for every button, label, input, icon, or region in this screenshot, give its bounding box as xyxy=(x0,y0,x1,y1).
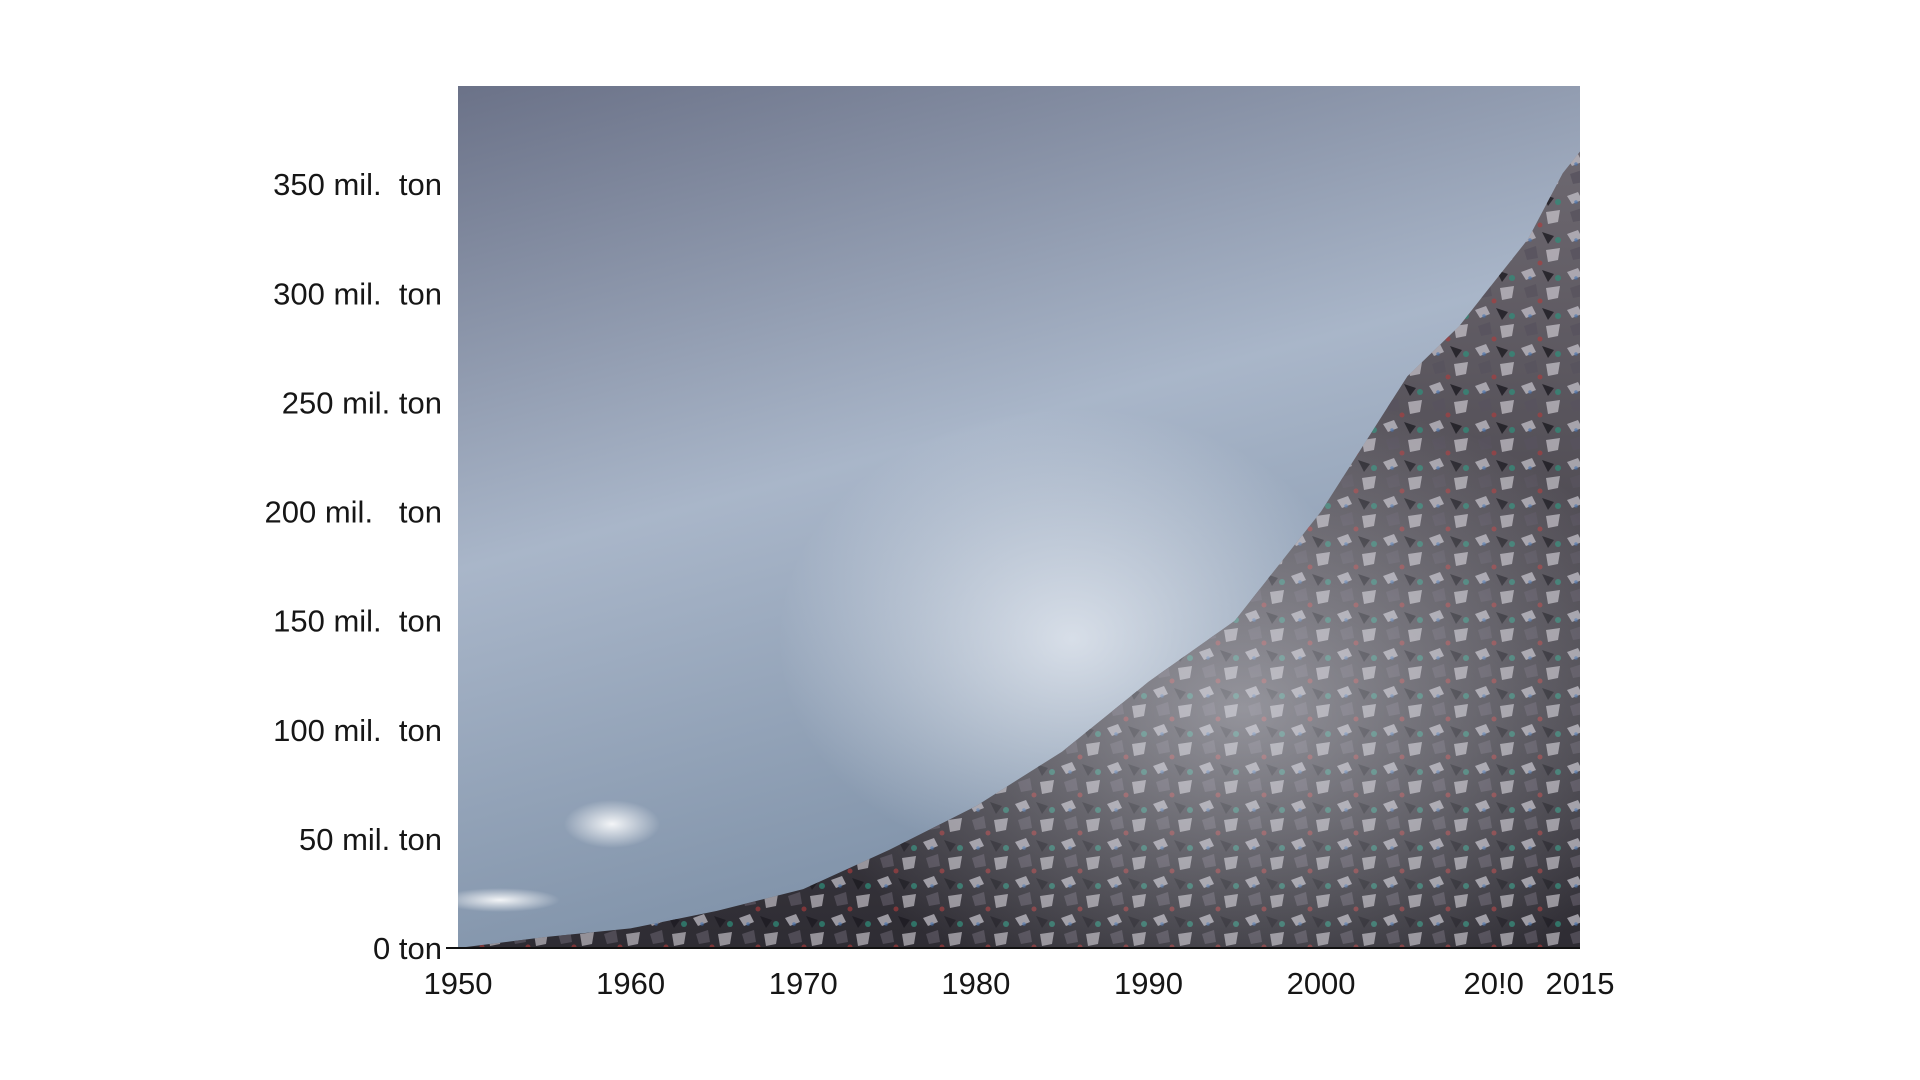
x-tick-label: 2015 xyxy=(1546,966,1615,1001)
x-tick-label: 1950 xyxy=(424,966,493,1001)
y-tick-label: 50 mil. ton xyxy=(299,822,442,857)
y-axis-tick-labels: 0 ton 50 mil. ton 100 mil. ton 150 mil. ton… xyxy=(265,167,442,966)
y-tick-label: 350 mil. ton xyxy=(273,167,442,202)
y-tick-label: 200 mil. ton xyxy=(265,495,442,530)
waste-haze xyxy=(458,151,1580,948)
x-tick-label: 1980 xyxy=(941,966,1010,1001)
x-tick-label: 20!0 xyxy=(1464,966,1524,1001)
y-tick-label: 100 mil. ton xyxy=(273,713,442,748)
small-cloud xyxy=(564,800,660,848)
x-tick-label: 1960 xyxy=(596,966,665,1001)
y-tick-label: 0 ton xyxy=(373,931,442,966)
y-tick-label: 150 mil. ton xyxy=(273,604,442,639)
y-tick-label: 300 mil. ton xyxy=(273,276,442,311)
x-tick-label: 1970 xyxy=(769,966,838,1001)
x-tick-label: 1990 xyxy=(1114,966,1183,1001)
low-cloud xyxy=(458,888,560,912)
x-axis-tick-labels: 1950 1960 1970 1980 1990 2000 20!0 2015 xyxy=(424,966,1615,1001)
plot-area xyxy=(458,86,1580,948)
y-tick-label: 250 mil. ton xyxy=(282,385,442,420)
x-tick-label: 2000 xyxy=(1287,966,1356,1001)
